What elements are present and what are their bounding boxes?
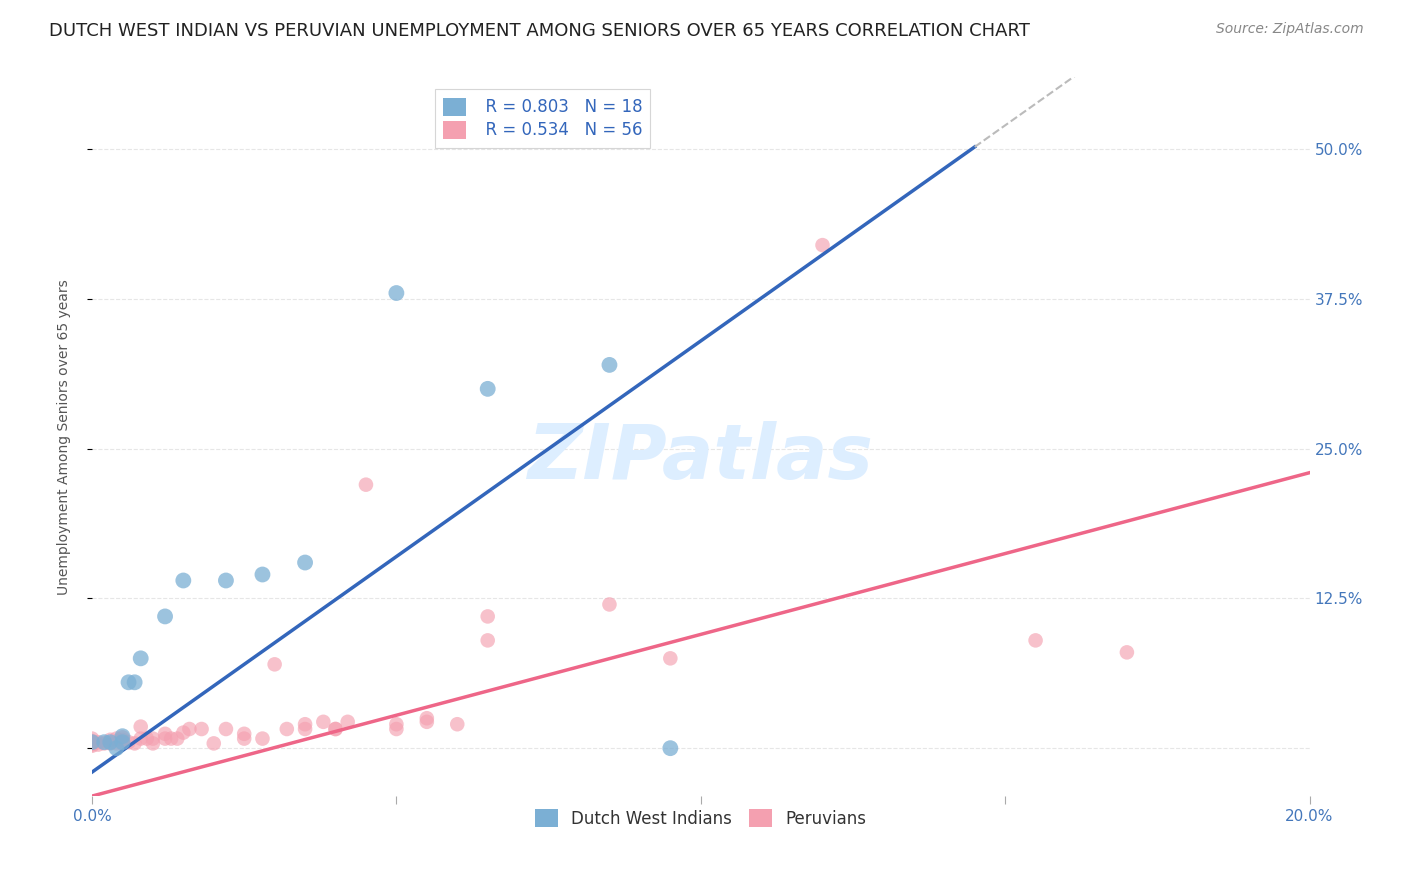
Point bbox=[598, 598, 620, 612]
Point bbox=[80, 736, 103, 750]
Y-axis label: Unemployment Among Seniors over 65 years: Unemployment Among Seniors over 65 years bbox=[58, 279, 72, 595]
Point bbox=[111, 731, 134, 745]
Point bbox=[124, 736, 146, 750]
Point bbox=[153, 609, 176, 624]
Point bbox=[87, 738, 110, 752]
Point bbox=[166, 731, 188, 746]
Point bbox=[811, 238, 834, 252]
Point bbox=[385, 286, 408, 301]
Point bbox=[98, 732, 121, 747]
Point bbox=[336, 714, 359, 729]
Point bbox=[111, 732, 134, 747]
Point bbox=[153, 727, 176, 741]
Point bbox=[477, 633, 499, 648]
Point bbox=[477, 609, 499, 624]
Point bbox=[172, 574, 194, 588]
Point bbox=[105, 731, 128, 746]
Point bbox=[1025, 633, 1047, 648]
Point bbox=[294, 722, 316, 736]
Point bbox=[111, 729, 134, 743]
Point bbox=[659, 651, 682, 665]
Point bbox=[263, 657, 285, 672]
Point bbox=[142, 736, 165, 750]
Point bbox=[252, 567, 274, 582]
Point bbox=[129, 651, 152, 665]
Point bbox=[111, 735, 134, 749]
Point bbox=[190, 722, 212, 736]
Point bbox=[385, 717, 408, 731]
Point bbox=[98, 735, 121, 749]
Point bbox=[446, 717, 468, 731]
Point bbox=[153, 731, 176, 746]
Point bbox=[294, 556, 316, 570]
Point bbox=[111, 736, 134, 750]
Point bbox=[477, 382, 499, 396]
Point bbox=[598, 358, 620, 372]
Point bbox=[312, 714, 335, 729]
Point bbox=[80, 734, 103, 748]
Point bbox=[215, 722, 238, 736]
Text: ZIPatlas: ZIPatlas bbox=[527, 421, 873, 495]
Point bbox=[129, 720, 152, 734]
Point bbox=[215, 574, 238, 588]
Point bbox=[124, 675, 146, 690]
Point bbox=[172, 725, 194, 739]
Point bbox=[93, 736, 115, 750]
Point bbox=[659, 741, 682, 756]
Point bbox=[142, 731, 165, 746]
Point bbox=[135, 731, 157, 746]
Point bbox=[80, 738, 103, 752]
Point bbox=[276, 722, 298, 736]
Point bbox=[179, 722, 201, 736]
Point bbox=[354, 477, 377, 491]
Point bbox=[160, 731, 183, 746]
Legend: Dutch West Indians, Peruvians: Dutch West Indians, Peruvians bbox=[529, 803, 873, 835]
Point bbox=[80, 735, 103, 749]
Point bbox=[325, 722, 347, 736]
Point bbox=[93, 735, 115, 749]
Point bbox=[80, 731, 103, 746]
Point bbox=[233, 727, 256, 741]
Point bbox=[252, 731, 274, 746]
Point bbox=[325, 722, 347, 736]
Point bbox=[80, 739, 103, 753]
Point bbox=[233, 731, 256, 746]
Text: DUTCH WEST INDIAN VS PERUVIAN UNEMPLOYMENT AMONG SENIORS OVER 65 YEARS CORRELATI: DUTCH WEST INDIAN VS PERUVIAN UNEMPLOYME… bbox=[49, 22, 1031, 40]
Point bbox=[80, 735, 103, 749]
Point bbox=[294, 717, 316, 731]
Point bbox=[105, 741, 128, 756]
Point bbox=[416, 711, 439, 725]
Point bbox=[202, 736, 225, 750]
Point bbox=[98, 736, 121, 750]
Point bbox=[1115, 645, 1137, 659]
Point bbox=[416, 714, 439, 729]
Point bbox=[385, 722, 408, 736]
Point bbox=[117, 675, 139, 690]
Point bbox=[87, 735, 110, 749]
Point bbox=[117, 735, 139, 749]
Point bbox=[129, 731, 152, 746]
Point bbox=[105, 736, 128, 750]
Text: Source: ZipAtlas.com: Source: ZipAtlas.com bbox=[1216, 22, 1364, 37]
